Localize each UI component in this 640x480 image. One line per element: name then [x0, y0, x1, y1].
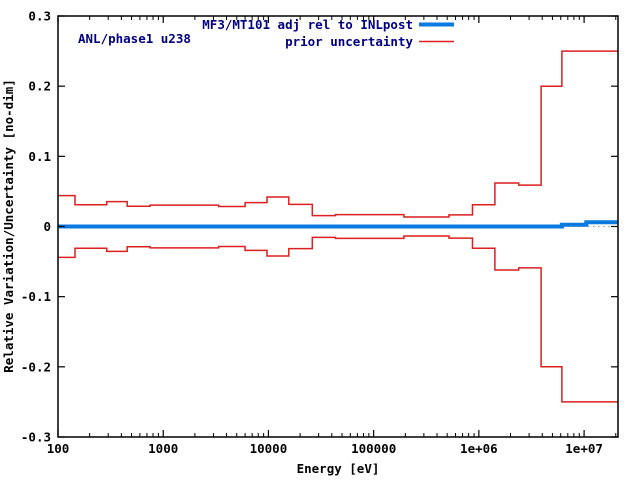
- y-tick-label: 0: [43, 219, 51, 234]
- plot-generated-layer: 100 1000 10000 100000 1e+06 1e+07 0.3 0.2 0.1 0 -0…: [21, 9, 619, 456]
- y-tick-label: 0.2: [28, 79, 51, 94]
- dataset-label: ANL/phase1 u238: [78, 31, 191, 46]
- x-tick-label: 100000: [351, 441, 396, 456]
- legend-label-adjusted: MF3/MT101 adj rel to INLpost: [202, 17, 413, 32]
- y-tick-label: -0.2: [21, 359, 51, 374]
- adjusted-variation-line: [58, 220, 618, 229]
- prior-uncertainty-upper-line: [58, 50, 618, 218]
- legend-label-prior: prior uncertainty: [285, 34, 413, 49]
- prior-uncertainty-lower-line: [58, 235, 618, 403]
- y-tick-label: -0.3: [21, 430, 51, 445]
- y-tick-label: -0.1: [21, 289, 51, 304]
- y-tick-label: 0.1: [28, 149, 51, 164]
- x-tick-label: 1e+06: [460, 441, 498, 456]
- x-tick-label: 1e+07: [565, 441, 603, 456]
- x-axis-title: Energy [eV]: [297, 461, 380, 476]
- x-tick-label: 10000: [250, 441, 288, 456]
- y-axis-title: Relative Variation/Uncertainty [no-dim]: [1, 79, 16, 373]
- x-tick-label: 100: [47, 441, 70, 456]
- y-tick-label: 0.3: [28, 9, 51, 24]
- x-tick-label: 1000: [148, 441, 178, 456]
